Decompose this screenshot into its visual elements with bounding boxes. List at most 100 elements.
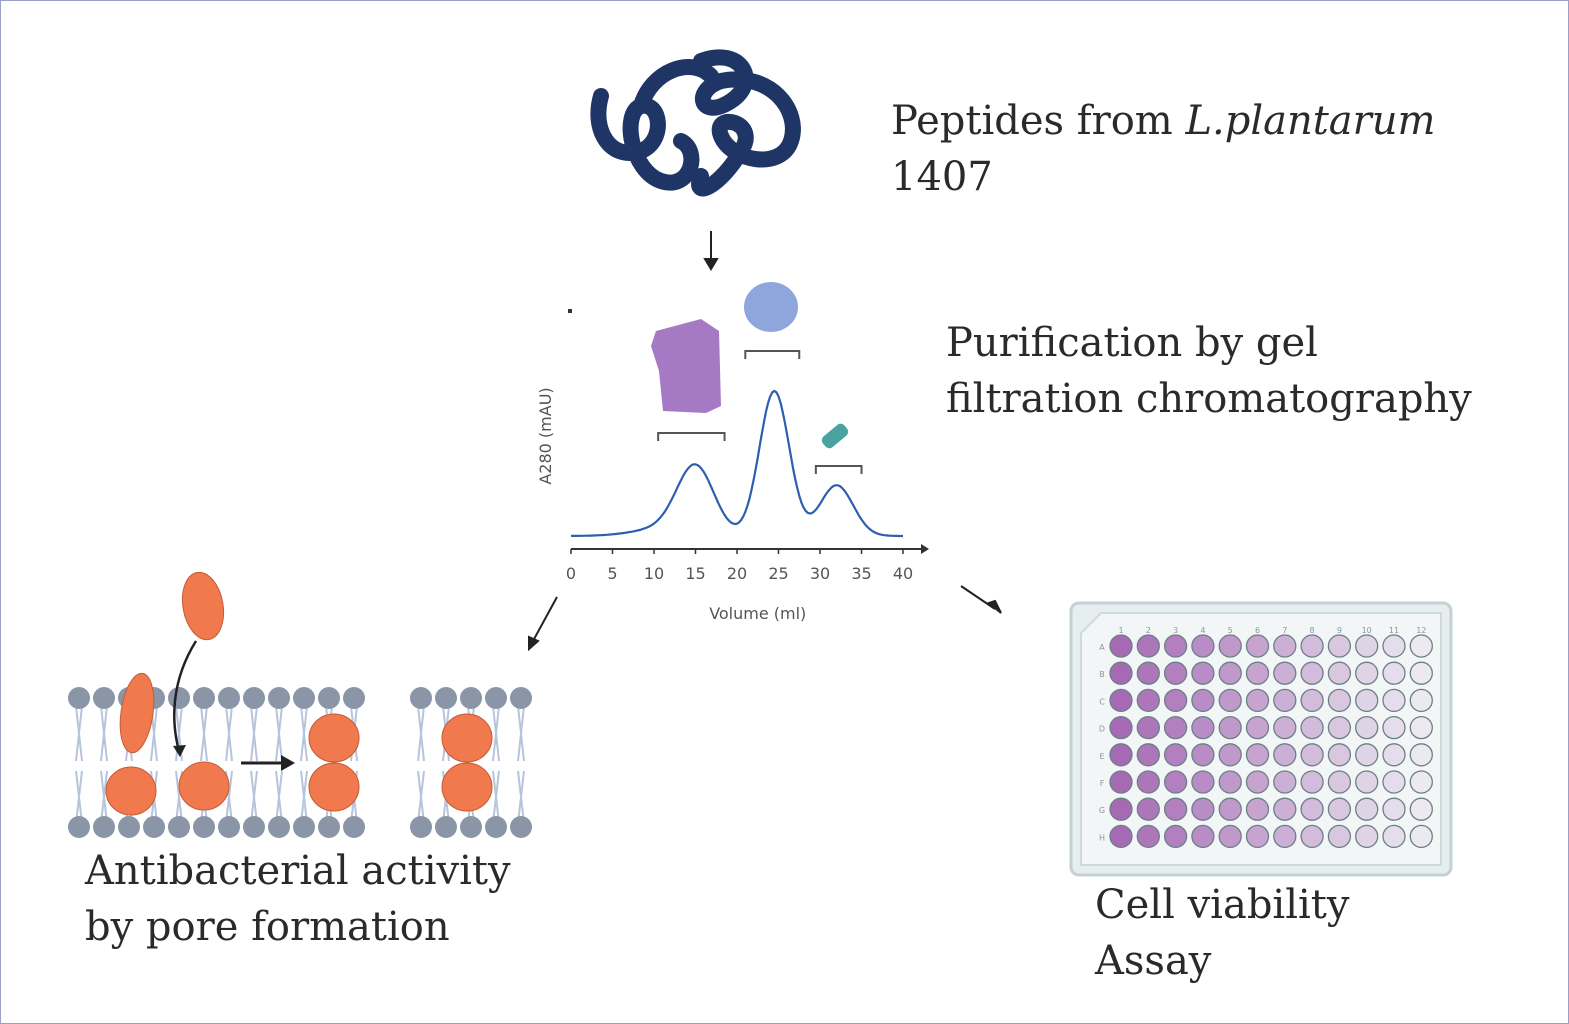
plate-well (1300, 688, 1324, 713)
column-label: 10 (1362, 626, 1372, 635)
plate-well (1163, 797, 1188, 821)
antibacterial-label: Antibacterial activity by pore formation (85, 843, 511, 955)
plate-well (1409, 715, 1433, 740)
plate-well (1136, 715, 1160, 740)
lipid-head (293, 816, 315, 838)
lipid-tail (300, 770, 308, 824)
plate-well (1191, 824, 1215, 849)
insertion-arrow (173, 640, 198, 752)
plate-well (1382, 688, 1406, 713)
plate-well (1218, 797, 1242, 821)
plate-well (1109, 661, 1133, 685)
plate-well (1273, 770, 1297, 794)
plate-well (1109, 715, 1133, 740)
plate-well (1163, 824, 1188, 849)
plate-well (1382, 661, 1406, 685)
lipid-head (460, 687, 482, 709)
lipid-tail (75, 770, 83, 824)
fraction-bracket (814, 465, 863, 474)
x-tick-label: 10 (644, 564, 664, 583)
peptide-icon (308, 762, 360, 812)
lipid-head (168, 816, 190, 838)
purification-label: Purification by gel filtration chromatog… (946, 315, 1472, 427)
plate-well (1355, 743, 1379, 767)
plate-well (1300, 634, 1324, 658)
strain-number: 1407 (891, 154, 993, 200)
peptide-icon (441, 713, 493, 763)
plate-well (1409, 743, 1433, 767)
plate-well (1109, 743, 1133, 767)
plate-well (1409, 688, 1433, 713)
lipid-tail (225, 705, 233, 762)
x-tick-label: 5 (607, 564, 617, 583)
column-label: 7 (1282, 626, 1287, 635)
chromatogram: 0 5 10 15 20 25 30 35 40 Volume (ml) A280 (mAU) (536, 282, 929, 623)
small-peptide-icon (821, 423, 849, 449)
viability-line2: Assay (1095, 938, 1212, 984)
viability-label: Cell viability Assay (1095, 877, 1349, 989)
lipid-head (318, 816, 340, 838)
lipid-head (168, 687, 190, 709)
plate-well (1191, 770, 1215, 794)
plate-well (1218, 824, 1242, 849)
x-tick-label: 40 (893, 564, 913, 583)
plate-well (1245, 743, 1270, 767)
column-label: 3 (1173, 626, 1178, 635)
plate-well (1245, 797, 1270, 821)
x-tick-label: 25 (768, 564, 788, 583)
plate-well (1273, 797, 1297, 821)
lipid-head (143, 816, 165, 838)
peptide-icon (181, 571, 225, 641)
plate-well (1163, 634, 1188, 658)
lipid-head (218, 816, 240, 838)
plate-well (1273, 824, 1297, 849)
viability-line1: Cell viability (1095, 882, 1350, 928)
column-label: 6 (1255, 626, 1260, 635)
x-tick-label: 15 (685, 564, 705, 583)
lipid-tail (200, 705, 208, 762)
lipid-tail (492, 705, 500, 762)
column-label: 5 (1228, 626, 1233, 635)
large-protein-icon (651, 319, 721, 413)
lipid-head (118, 816, 140, 838)
arrow-head-icon (173, 745, 186, 757)
plate-well (1327, 797, 1352, 821)
plate-well (1218, 688, 1242, 713)
lipid-tail (150, 705, 158, 762)
arrow-down-left-icon (528, 635, 540, 652)
x-axis-label: Volume (ml) (709, 604, 806, 623)
plate-well (1245, 824, 1270, 849)
plate-well (1327, 770, 1352, 794)
plate-well (1382, 770, 1406, 794)
peptide-icon (441, 762, 493, 812)
peptide-icon (308, 713, 360, 763)
peptide-icon (178, 761, 230, 811)
peptide-coil-icon (590, 49, 801, 197)
plate-well (1273, 743, 1297, 767)
plate-well (1273, 634, 1297, 658)
plate-well (1409, 661, 1433, 685)
lipid-head (485, 687, 507, 709)
lipid-tail (417, 705, 425, 762)
source-label-line1: Peptides from (891, 98, 1186, 144)
y-axis-label: A280 (mAU) (536, 387, 555, 484)
column-label: 2 (1146, 626, 1151, 635)
plate-well (1218, 770, 1242, 794)
plate-well (1409, 634, 1433, 658)
plate-well (1191, 797, 1215, 821)
column-label: 12 (1416, 626, 1426, 635)
lipid-head (460, 816, 482, 838)
peptide-icon (105, 766, 157, 816)
plate-well (1163, 715, 1188, 740)
lipid-tail (300, 705, 308, 762)
row-label: G (1099, 806, 1105, 815)
plate-well (1382, 743, 1406, 767)
lipid-tail (100, 705, 108, 762)
plate-well (1382, 797, 1406, 821)
plate-well (1327, 824, 1352, 849)
plate-well (1109, 797, 1133, 821)
antibacterial-line1: Antibacterial activity (85, 848, 511, 894)
lipid-tail (517, 705, 525, 762)
